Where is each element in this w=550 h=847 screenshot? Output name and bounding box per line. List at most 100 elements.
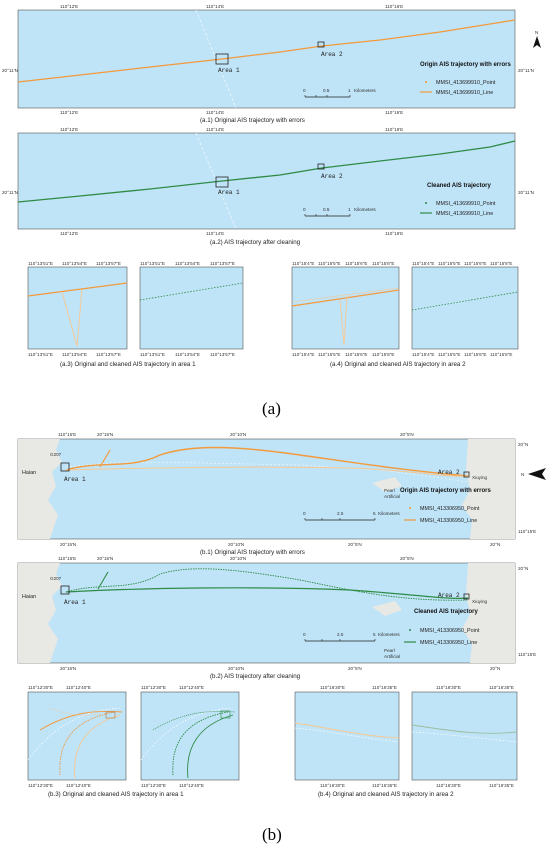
figure-label-b: (b)	[262, 825, 282, 844]
scale-tick-1: 0.5	[323, 88, 330, 93]
lat-right: 20°11'N	[518, 68, 534, 73]
scale-bar: 0 0.5 1 Kilometers	[303, 88, 376, 98]
lon-top: 110°12'40"E	[66, 685, 91, 690]
inset-b3-orig	[27, 691, 127, 781]
area1-label: Area 1	[64, 476, 86, 483]
area2-box	[317, 41, 325, 48]
svg-text:N: N	[535, 30, 538, 35]
lon-top: 110°15'5"E	[438, 261, 460, 266]
inset-a4-orig	[291, 266, 400, 350]
lon-top-3: 20°10'N	[230, 432, 246, 437]
lat-left: 20°11'N	[2, 190, 18, 195]
zoom-box	[105, 711, 116, 719]
clean-path-1	[172, 711, 229, 776]
legend-line: MMSI_413306950_Line	[420, 640, 477, 646]
channel-line	[27, 707, 121, 761]
lon-bottom: 110°13'57"E	[210, 352, 235, 357]
inset-a3-clean	[139, 266, 244, 350]
caption-a1: (a.1) Original AIS trajectory with error…	[200, 117, 305, 124]
orig-path-1	[294, 722, 400, 739]
scale-unit: Kilometers	[354, 88, 376, 93]
scale-tick-0: 0	[303, 88, 306, 93]
lon-top-1: 110°12'E	[60, 4, 78, 9]
lon-top: 110°12'30"E	[141, 685, 166, 690]
road-g207: G207	[50, 576, 62, 581]
lat-right: 20°11'N	[518, 190, 534, 195]
lon-top-2: 110°14'E	[206, 127, 224, 132]
lon-top-2: 20°15'N	[97, 432, 113, 437]
lon-top: 110°12'30"E	[28, 685, 53, 690]
city-haian: Haian	[22, 594, 36, 600]
scale-tick-2: 1	[348, 207, 351, 212]
land-pearl	[372, 601, 402, 616]
lon-bottom-2: 110°14'E	[206, 231, 224, 236]
north-arrow-icon: N	[521, 468, 546, 480]
panel-b2: Area 1 Area 2 Haian G207 Xiuying Pearl A…	[17, 556, 536, 680]
area2-box	[317, 163, 325, 170]
scale-tick-1: 2.5	[337, 511, 344, 516]
lon-top: 110°15'8"E	[372, 261, 394, 266]
area1-box	[215, 176, 229, 188]
lon-bottom: 110°13'54"E	[62, 352, 87, 357]
lon-top: 110°16'35"E	[372, 685, 397, 690]
svg-text:N: N	[521, 472, 524, 477]
clean-line	[139, 282, 244, 301]
lat-right-top: 20°N	[518, 442, 528, 447]
legend-point-symbol	[409, 507, 411, 509]
legend-line: MMSI_413699910_Line	[436, 211, 493, 217]
area2-label: Area 2	[321, 173, 343, 180]
trajectory-line-b2-lower	[65, 587, 469, 599]
scale-tick-0: 0	[303, 511, 306, 516]
caption-a3: (a.3) Original and cleaned AIS trajector…	[60, 361, 196, 368]
lon-bottom-3: 110°16'E	[385, 231, 403, 236]
lon-bottom: 110°15'4"E	[412, 352, 434, 357]
lon-top-2: 110°14'E	[206, 4, 224, 9]
panel-a4: 110°15'4"E 110°15'5"E 110°15'6"E 110°15'…	[291, 261, 519, 368]
caption-a2: (a.2) AIS trajectory after cleaning	[210, 239, 301, 246]
inset-b4-clean	[411, 691, 518, 781]
panel-a2: Area 1 Area 2 20°11'N 20°11'N 110°12'E 1…	[2, 127, 534, 246]
map-b1-frame	[17, 438, 516, 540]
inset-b3-clean	[140, 691, 240, 781]
scale-tick-2: 5	[373, 632, 376, 637]
lon-top: 110°13'57"E	[210, 261, 235, 266]
lon-bottom: 110°15'6"E	[345, 352, 367, 357]
lon-bottom: 110°16'35"E	[372, 783, 397, 788]
clean-path-3	[152, 711, 236, 731]
channel-line	[294, 727, 400, 743]
area1-box	[215, 53, 229, 65]
lon-top: 110°13'51"E	[28, 261, 53, 266]
lon-top-4: 20°5'N	[400, 556, 414, 561]
inset-b4-orig	[294, 691, 400, 781]
lon-top: 110°16'30"E	[436, 685, 461, 690]
legend-point: MMSI_413699910_Point	[436, 201, 496, 207]
legend-title: Origin AIS trajectory with errors	[420, 62, 511, 68]
artificial-label: Artificial	[384, 654, 400, 659]
lon-bottom-1: 20°15'N	[60, 542, 76, 547]
panel-a3: 110°13'51"E 110°13'54"E 110°13'57"E 110°…	[27, 261, 244, 368]
legend-point: MMSI_413699910_Point	[436, 80, 496, 86]
trajectory-line-b1-lower	[65, 466, 469, 477]
pearl-label: Pearl	[384, 488, 395, 493]
trajectory-line-a1	[17, 19, 516, 83]
lon-bottom: 110°13'54"E	[175, 352, 200, 357]
lon-top: 110°12'40"E	[179, 685, 204, 690]
area1-label: Area 1	[64, 599, 86, 606]
lon-top: 110°15'8"E	[490, 261, 512, 266]
legend-point: MMSI_413306950_Point	[420, 506, 480, 512]
lon-top: 110°15'4"E	[292, 261, 314, 266]
lon-bottom: 110°16'35"E	[489, 783, 514, 788]
lon-bottom: 110°15'8"E	[490, 352, 512, 357]
area2-box	[463, 593, 470, 600]
lon-top-2: 20°15'N	[97, 556, 113, 561]
lon-top-3: 110°16'E	[385, 4, 403, 9]
scale-tick-1: 0.5	[323, 207, 330, 212]
scale-tick-0: 0	[303, 632, 306, 637]
scale-tick-0: 0	[303, 207, 306, 212]
land-pearl	[372, 477, 402, 492]
spike-error	[61, 288, 83, 347]
lat-left: 20°11'N	[2, 68, 18, 73]
city-xiuying: Xiuying	[472, 599, 488, 604]
panel-b3: 110°12'30"E 110°12'40"E 110°12'30"E 110°…	[27, 685, 240, 798]
